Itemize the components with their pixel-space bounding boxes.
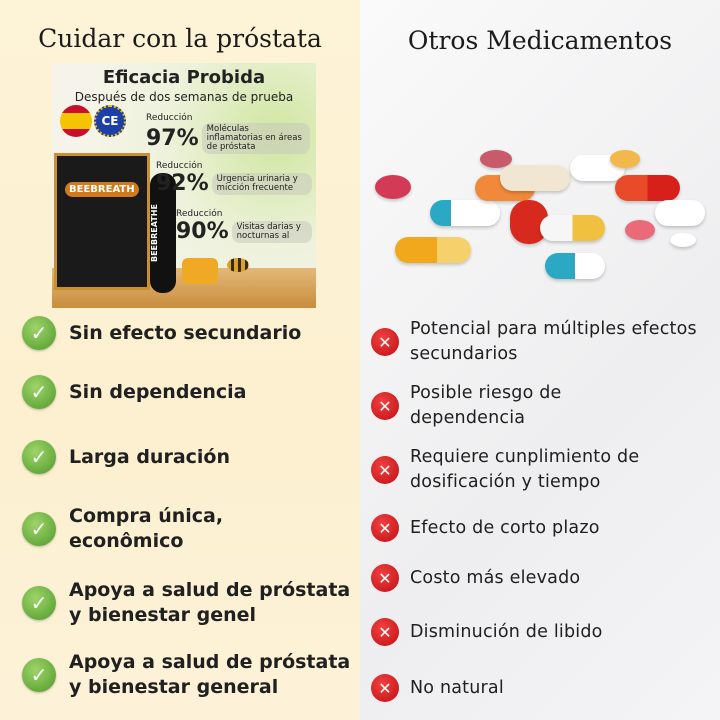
drawback-item: ✕ No natural <box>371 674 504 702</box>
x-circle-icon: ✕ <box>371 618 399 646</box>
check-circle-icon: ✓ <box>22 375 56 409</box>
stat-label: Reducción <box>146 113 193 123</box>
stat-label: Reducción <box>156 161 203 171</box>
stat-desc: Moléculas inflamatorias en áreas de prós… <box>201 123 310 154</box>
benefit-item: ✓ Sin dependencia <box>22 375 246 409</box>
drawback-item: ✕ Posible riesgo de dependencia <box>371 381 610 431</box>
x-circle-icon: ✕ <box>371 564 399 592</box>
stat-desc: Urgencia urinaria y micción frecuente <box>211 173 312 195</box>
product-subheadline: Después de dos semanas de prueba <box>74 90 294 104</box>
stat-90: Reducción 90% Visitas darias y nocturnas … <box>176 209 312 245</box>
drawback-item: ✕ Disminución de libido <box>371 618 603 646</box>
stat-92: Reducción 92% Urgencia urinaria y micción… <box>156 161 312 197</box>
check-circle-icon: ✓ <box>22 512 56 546</box>
stat-97: Reducción 97% Moléculas inflamatorias en … <box>146 113 310 154</box>
right-panel <box>360 0 720 720</box>
stat-desc: Visitas darias y nocturnas al <box>231 221 312 243</box>
stat-percent: 97% <box>146 125 199 151</box>
stat-percent: 92% <box>156 171 209 196</box>
check-circle-icon: ✓ <box>22 440 56 474</box>
stat-label: Reducción <box>176 209 223 219</box>
left-title: Cuidar con la próstata <box>38 24 322 53</box>
check-circle-icon: ✓ <box>22 316 56 350</box>
bee-icon <box>227 258 249 272</box>
benefit-item: ✓ Compra única, econômico <box>22 504 269 554</box>
pills-image <box>375 145 710 285</box>
benefit-item: ✓ Sin efecto secundario <box>22 316 301 350</box>
x-circle-icon: ✕ <box>371 328 399 356</box>
right-title: Otros Medicamentos <box>407 26 673 55</box>
product-box: BEEBREATH <box>54 153 150 290</box>
drawback-item: ✕ Potencial para múltiples efectos secund… <box>371 317 700 367</box>
x-circle-icon: ✕ <box>371 674 399 702</box>
product-image: Eficacia Probida Después de dos semanas … <box>52 63 316 308</box>
spain-flag-icon <box>60 105 92 137</box>
x-circle-icon: ✕ <box>371 514 399 542</box>
product-headline: Eficacia Probida <box>102 67 266 88</box>
drawback-item: ✕ Requiere cunplimiento de dosificación y… <box>371 445 710 495</box>
check-circle-icon: ✓ <box>22 586 56 620</box>
drawback-item: ✕ Costo más elevado <box>371 564 580 592</box>
stat-percent: 90% <box>176 219 229 244</box>
benefit-item: ✓ Larga duración <box>22 440 230 474</box>
benefit-item: ✓ Apoya a salud de próstata y bienestar g… <box>22 650 359 700</box>
x-circle-icon: ✕ <box>371 456 399 484</box>
x-circle-icon: ✕ <box>371 392 399 420</box>
drawback-item: ✕ Efecto de corto plazo <box>371 514 600 542</box>
ce-mark-icon: CE <box>94 105 126 137</box>
check-circle-icon: ✓ <box>22 658 56 692</box>
benefit-item: ✓ Apoya a salud de próstata y bienestar g… <box>22 578 359 628</box>
honeycomb <box>182 258 218 284</box>
